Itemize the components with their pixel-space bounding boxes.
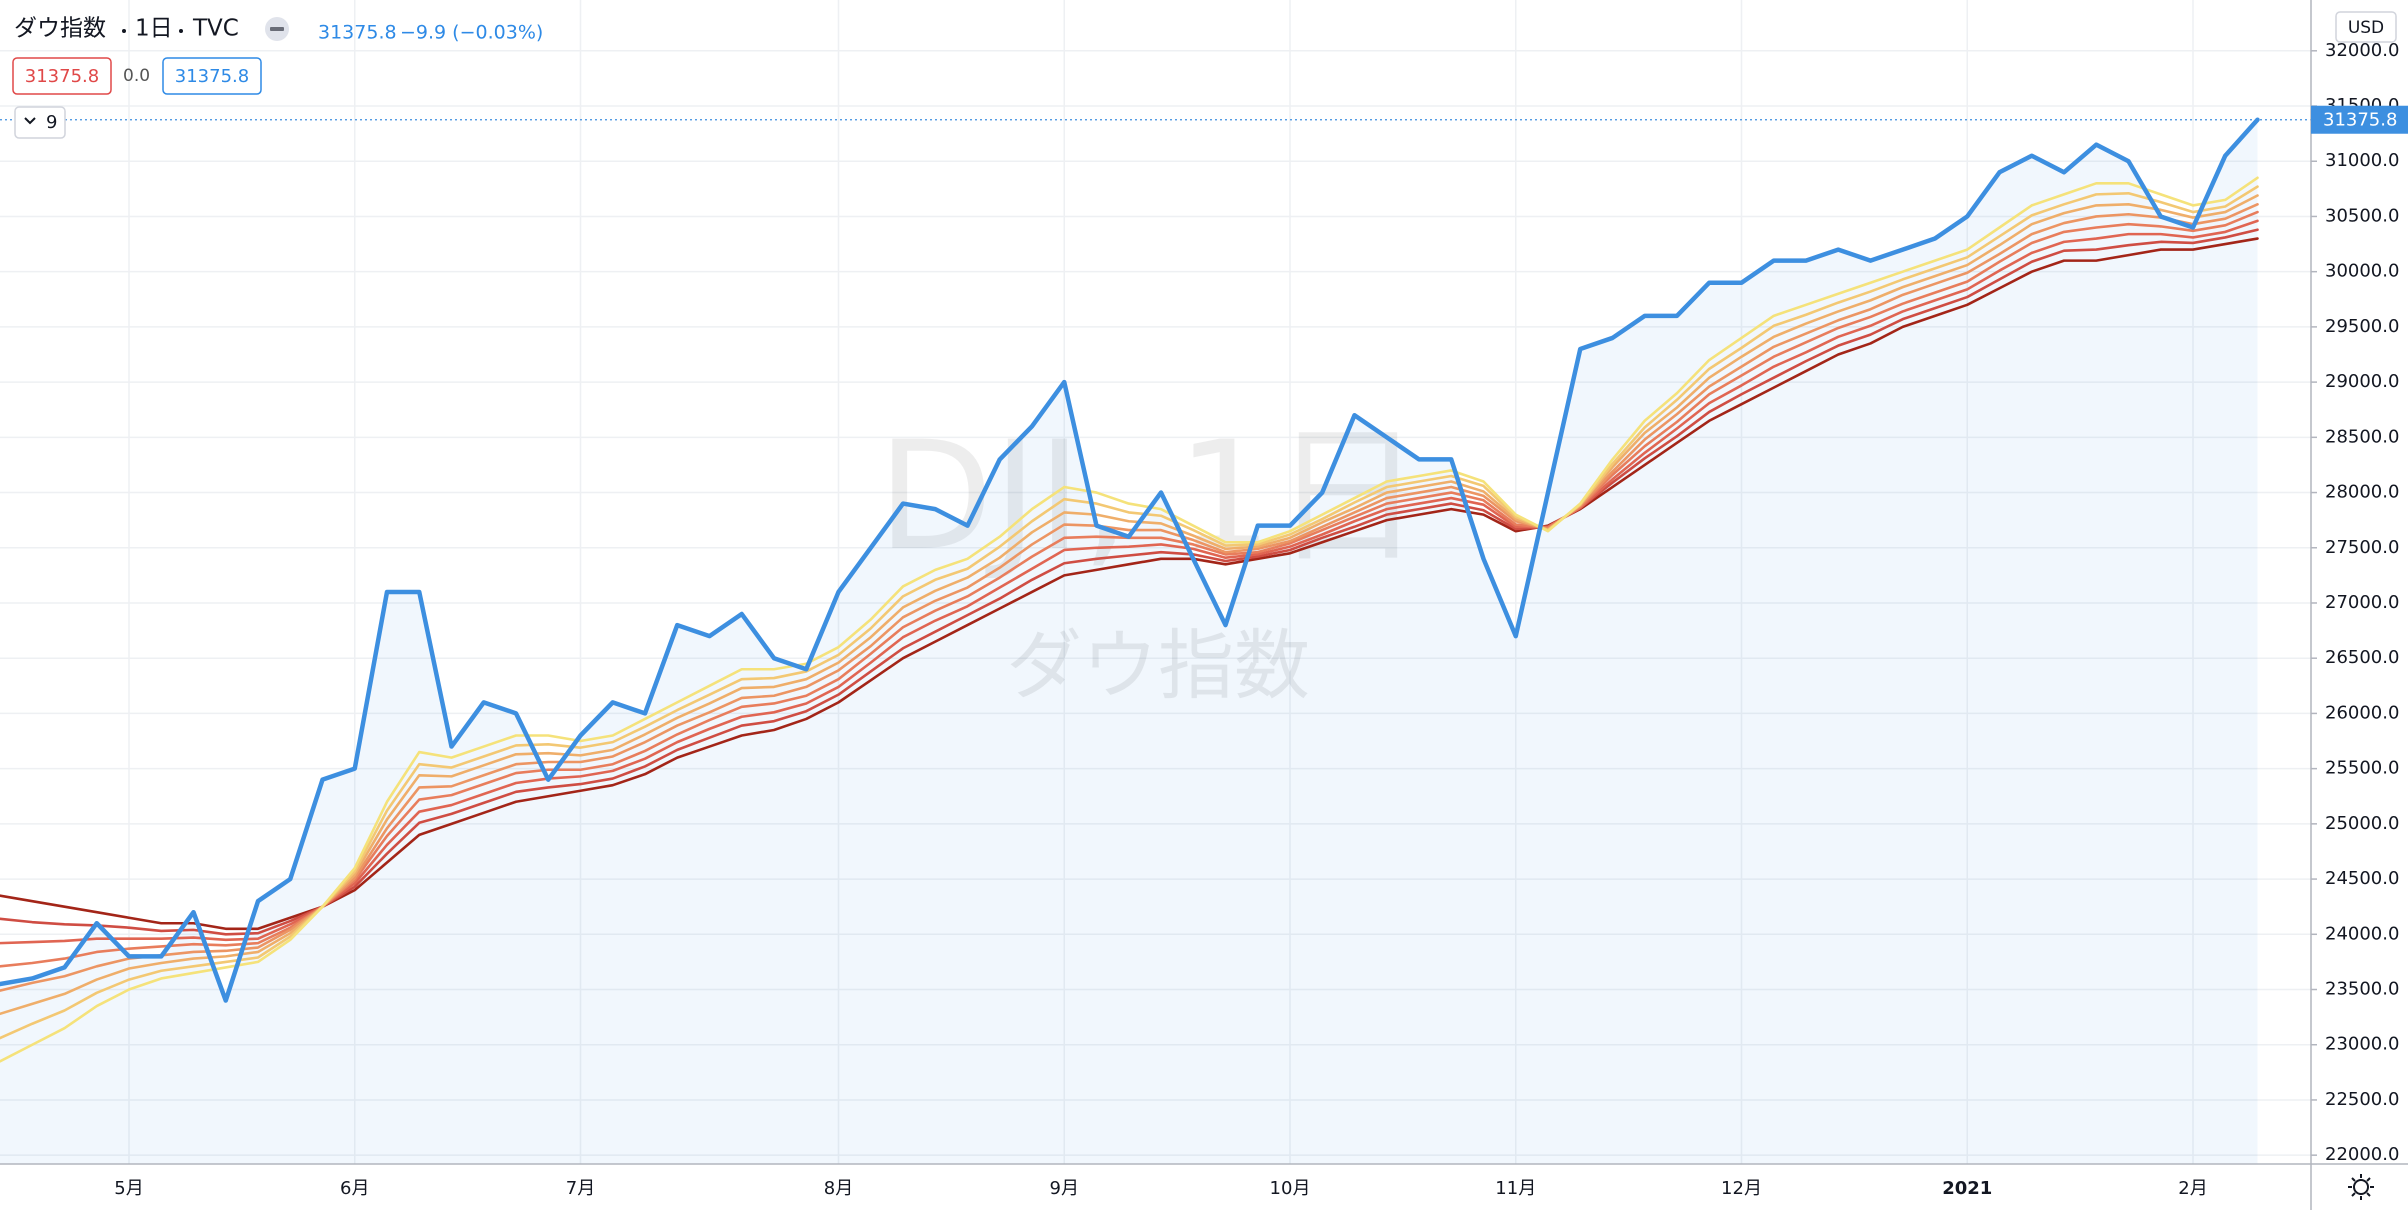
separator-dot	[179, 29, 183, 33]
indicator-value: 0.0	[123, 66, 150, 86]
y-tick-label: 26000.0	[2325, 702, 2399, 723]
chevron-icon	[24, 117, 36, 125]
y-tick-label: 25000.0	[2325, 813, 2399, 834]
last-price-label: 31375.8	[2323, 110, 2397, 131]
x-tick-label: 7月	[566, 1178, 595, 1199]
x-tick-label: 12月	[1721, 1178, 1762, 1199]
y-tick-label: 27500.0	[2325, 537, 2399, 558]
symbol-title: ダウ指数	[14, 16, 106, 42]
area	[0, 119, 2258, 1164]
currency-box[interactable]	[2335, 11, 2397, 43]
watermark-title: ダウ指数	[1006, 621, 1310, 710]
plot	[0, 117, 2311, 1164]
indicator-box-blue[interactable]	[162, 57, 262, 95]
price-change: −9.9 (−0.03%)	[400, 22, 543, 44]
axes: 22000.0 22500.0 23000.0 23500.0 24000.0 24500…	[114, 40, 2408, 1199]
price-line	[0, 117, 2260, 1003]
x-tick-label: 6月	[340, 1178, 369, 1199]
last-price-tag	[2311, 105, 2408, 134]
x-tick-label: 9月	[1050, 1178, 1079, 1199]
y-tick-label: 27000.0	[2325, 592, 2399, 613]
moving-average-line	[0, 219, 2259, 945]
currency: USD	[2348, 18, 2384, 38]
interval: 1日	[135, 16, 173, 42]
header: ダウ指数 1日 TVC 31375.8 −9.9 (−0.03%) 31375.…	[12, 11, 2397, 139]
moving-average-line	[0, 194, 2259, 1016]
y-tick-label: 23500.0	[2325, 979, 2399, 1000]
indicator-value-blue: 31375.8	[175, 66, 249, 87]
moving-average-line	[0, 237, 2259, 931]
indicator-box-red[interactable]	[12, 57, 112, 95]
y-tick-label: 31000.0	[2325, 150, 2399, 171]
y-tick-label: 28500.0	[2325, 426, 2399, 447]
settings-icon[interactable]	[2348, 1174, 2374, 1200]
x-tick-label: 2021	[1942, 1178, 1992, 1199]
y-tick-label: 24000.0	[2325, 923, 2399, 944]
moving-average-line	[0, 176, 2259, 1063]
y-tick-label: 26500.0	[2325, 647, 2399, 668]
x-tick-label: 10月	[1270, 1178, 1311, 1199]
x-tick-label: 11月	[1495, 1178, 1536, 1199]
y-tick-label: 22500.0	[2325, 1089, 2399, 1110]
y-tick-label: 30000.0	[2325, 261, 2399, 282]
watermark-symbol: DJI, 1日	[878, 410, 1423, 584]
moving-average-line	[0, 203, 2259, 992]
market-status-icon	[270, 27, 284, 31]
y-tick-label: 29000.0	[2325, 371, 2399, 392]
indicator-count: 9	[46, 112, 57, 133]
y-tick-label: 22000.0	[2325, 1144, 2399, 1165]
separator-dot	[122, 29, 126, 33]
y-tick-label: 23000.0	[2325, 1034, 2399, 1055]
x-tick-label: 8月	[824, 1178, 853, 1199]
last-price: 31375.8	[318, 22, 397, 44]
x-tick-label: 5月	[114, 1178, 143, 1199]
y-tick-label: 32000.0	[2325, 40, 2399, 61]
y-tick-label: 25500.0	[2325, 758, 2399, 779]
indicators-toggle[interactable]	[14, 106, 66, 139]
moving-average-line	[0, 228, 2259, 936]
y-tick-label: 29500.0	[2325, 316, 2399, 337]
y-tick-label: 30500.0	[2325, 205, 2399, 226]
indicator-value-red: 31375.8	[25, 66, 99, 87]
source: TVC	[192, 16, 239, 42]
x-tick-label: 2月	[2178, 1178, 2207, 1199]
y-tick-label: 28000.0	[2325, 482, 2399, 503]
moving-average-line	[0, 185, 2259, 1040]
y-tick-label: 24500.0	[2325, 868, 2399, 889]
